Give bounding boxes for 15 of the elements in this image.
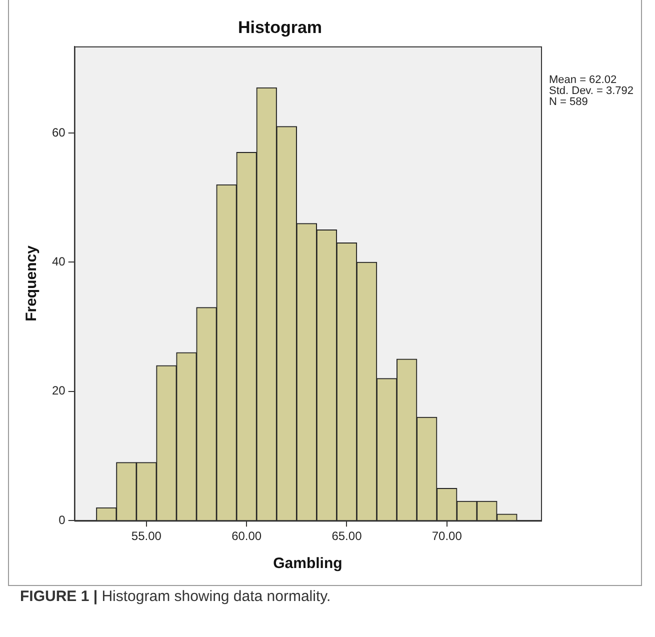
y-tick-label: 40 — [52, 254, 66, 268]
text: Mean = 62.02 — [549, 74, 617, 86]
x-tick-label: 65.00 — [332, 529, 362, 544]
y-tick-label: 0 — [58, 512, 66, 527]
x-axis-title: Gambling — [273, 555, 342, 572]
text: N = 589 — [549, 96, 588, 108]
caption: FIGURE 1 | Histogram showing data normality. — [20, 588, 331, 605]
y-tick-label: 60 — [52, 125, 66, 140]
x-tick-label: 70.00 — [432, 529, 462, 544]
y-axis-title: Frequency — [23, 244, 40, 322]
text: Std. Dev. = 3.792 — [549, 84, 634, 97]
y-tick-label: 20 — [52, 384, 66, 398]
x-tick-label: 60.00 — [232, 529, 262, 544]
x-tick-label: 55.00 — [131, 529, 162, 544]
chart-title: Histogram — [238, 18, 322, 37]
